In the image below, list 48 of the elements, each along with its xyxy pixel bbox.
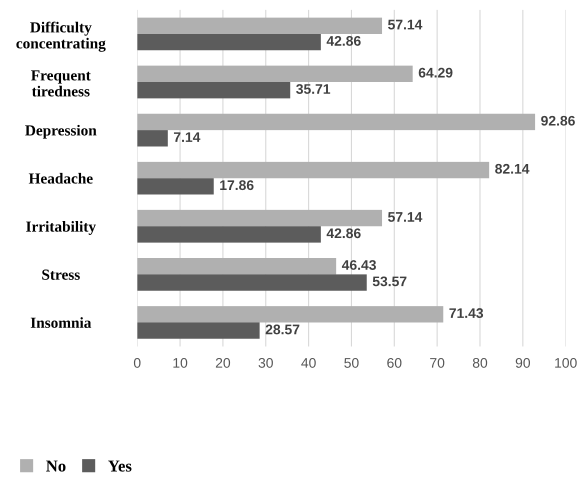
data-label: 42.86 (326, 36, 361, 46)
data-label: 57.14 (388, 20, 422, 30)
x-tick-label: 30 (258, 358, 273, 368)
bar (137, 114, 536, 130)
x-tick-label: 100 (555, 358, 577, 368)
data-label: 64.29 (418, 68, 452, 78)
bar (137, 162, 490, 178)
data-label: 35.71 (296, 84, 330, 94)
bar (137, 226, 321, 243)
x-tick-label: 90 (516, 358, 530, 368)
y-tick-label: Depression (25, 124, 97, 139)
bar (137, 34, 321, 50)
data-label: 57.14 (388, 212, 422, 222)
legend-label: Yes (108, 460, 132, 472)
y-tick-label: Stress (42, 270, 80, 280)
x-tick-label: 10 (173, 358, 188, 368)
y-tick-label: Frequent tiredness (31, 70, 91, 97)
bar (137, 258, 336, 274)
y-tick-label: Insomnia (30, 317, 92, 328)
data-label: 53.57 (372, 276, 406, 286)
data-label: 17.86 (220, 180, 254, 190)
legend-label: No (46, 460, 66, 472)
x-tick-label: 60 (387, 358, 402, 368)
x-tick-label: 20 (216, 358, 230, 368)
data-label: 82.14 (495, 164, 530, 174)
bar (137, 18, 382, 34)
data-label: 7.14 (174, 132, 200, 142)
bar (137, 210, 382, 226)
y-tick-label: Difficulty concentrating (16, 22, 106, 52)
data-label: 42.86 (326, 228, 361, 238)
x-tick-label: 70 (430, 358, 444, 368)
y-tick-label: Headache (28, 172, 93, 184)
data-label: 92.86 (541, 116, 575, 126)
bar (137, 66, 413, 82)
data-label: 46.43 (342, 260, 376, 270)
y-tick-label: Irritability (26, 220, 96, 235)
x-tick-label: 0 (134, 358, 141, 368)
data-label: 28.57 (266, 324, 300, 334)
x-tick-label: 50 (344, 358, 359, 368)
bar (137, 82, 290, 98)
x-tick-label: 40 (301, 358, 316, 368)
x-tick-label: 80 (472, 358, 488, 368)
bar (137, 274, 367, 291)
bar (137, 306, 444, 322)
bar (137, 322, 260, 339)
bar (137, 178, 214, 195)
bar (137, 130, 168, 146)
data-label: 71.43 (449, 308, 484, 318)
